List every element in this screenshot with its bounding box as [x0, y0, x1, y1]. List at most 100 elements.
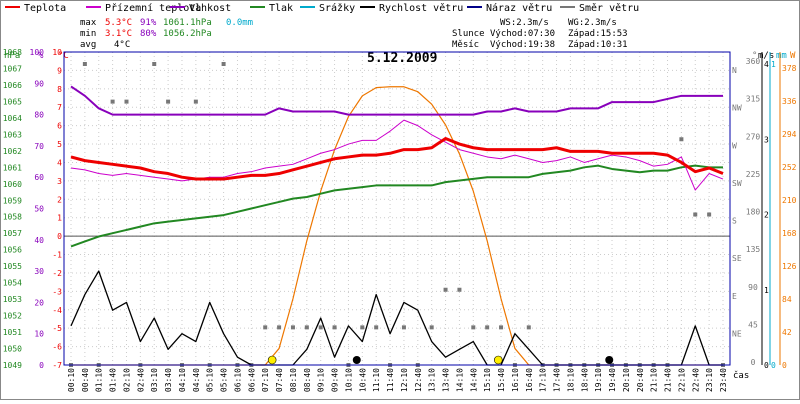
tick-label-w: 210 [782, 196, 797, 205]
tick-label-x: 11:40 [386, 368, 395, 392]
tick-label-dir: 0 [751, 358, 756, 367]
tick-label-x: 09:40 [331, 368, 340, 392]
moon-event-marker [352, 356, 361, 364]
tick-label-hpa: 1053 [3, 295, 22, 304]
tick-label-x: 08:40 [303, 368, 312, 392]
series-point-smer [193, 99, 198, 104]
series-point-smer [485, 325, 490, 330]
tick-label-x: 12:10 [400, 368, 409, 392]
tick-label-c: -7 [52, 361, 62, 370]
stats-min-press: 1056.2hPa [163, 29, 212, 39]
tick-label-pct: 50 [34, 205, 44, 214]
tick-label-dir-letter: NE [732, 329, 742, 338]
series-point-smer [263, 325, 268, 330]
tick-label-x: 00:10 [67, 368, 76, 392]
tick-label-dir: 45 [748, 320, 758, 329]
tick-label-pct: 80 [34, 111, 44, 120]
tick-label-hpa: 1050 [3, 345, 22, 354]
tick-label-w: 0 [782, 361, 787, 370]
tick-label-x: 18:10 [566, 368, 575, 392]
tick-label-mm: 0 [771, 361, 776, 370]
tick-label-mm: 1 [771, 60, 776, 69]
series-point-smer [110, 99, 115, 104]
tick-label-c: -5 [52, 324, 62, 333]
info-moon-rise: Východ:19:38 [490, 40, 555, 50]
tick-label-dir: 90 [748, 283, 758, 292]
tick-label-pct: 100 [30, 48, 45, 57]
chart-title: 5.12.2009 [367, 51, 437, 66]
tick-label-x: 00:40 [81, 368, 90, 392]
tick-label-c: -1 [52, 251, 62, 260]
tick-label-x: 21:10 [650, 368, 659, 392]
stats-max-temp: 5.3°C [105, 18, 132, 28]
stats-block: max 5.3°C 91% 1061.1hPa 0.0mm min 3.1°C … [80, 18, 253, 50]
tick-label-w: 84 [782, 295, 792, 304]
tick-label-w: 126 [782, 262, 797, 271]
axis-title-ms: m/s [758, 51, 774, 61]
tick-label-c: -6 [52, 343, 62, 352]
tick-label-hpa: 1049 [3, 361, 22, 370]
tick-label-w: 42 [782, 328, 792, 337]
tick-label-x: 17:40 [553, 368, 562, 392]
tick-label-pct: 40 [34, 236, 44, 245]
tick-label-x: 11:10 [372, 368, 381, 392]
tick-label-dir: 180 [746, 208, 761, 217]
tick-label-pct: 30 [34, 267, 44, 276]
info-sun-set: Západ:15:53 [568, 29, 628, 39]
info-sun-label: Slunce [452, 29, 485, 39]
axis-title-c: °C [58, 51, 69, 61]
tick-label-x: 14:40 [469, 368, 478, 392]
tick-label-x: 20:40 [636, 368, 645, 392]
tick-label-dir: 225 [746, 170, 761, 179]
info-moon-label: Měsíc [452, 40, 479, 50]
tick-label-ms: 3 [764, 135, 769, 144]
tick-label-c: 1 [57, 214, 62, 223]
info-wg: WG:2.3m/s [568, 18, 617, 28]
tick-label-hpa: 1057 [3, 229, 22, 238]
tick-label-x: 13:40 [442, 368, 451, 392]
info-block: WS:2.3m/s WG:2.3m/s Slunce Východ:07:30 … [452, 18, 628, 50]
tick-label-x: 02:40 [136, 368, 145, 392]
tick-label-x: 09:10 [317, 368, 326, 392]
tick-label-hpa: 1059 [3, 196, 22, 205]
tick-label-x: 01:40 [109, 368, 118, 392]
legend-label-teplota: Teplota [24, 3, 66, 14]
series-line-prizemni [70, 119, 724, 191]
axis-ticks: 1068106710661065106410631062106110601059… [3, 48, 797, 392]
sun-event-marker [493, 355, 503, 365]
tick-label-c: -3 [52, 287, 62, 296]
tick-label-x: 16:40 [525, 368, 534, 392]
tick-label-c: 4 [57, 158, 62, 167]
tick-label-x: 10:40 [358, 368, 367, 392]
tick-label-hpa: 1060 [3, 180, 22, 189]
tick-label-w: 294 [782, 130, 797, 139]
tick-label-c: 3 [57, 177, 62, 186]
legend-label-prizemni: Přízemní teplota [105, 2, 201, 14]
tick-label-dir-letter: SE [732, 254, 742, 263]
axis-title-w: W [790, 51, 796, 61]
legend: Teplota Přízemní teplota Vlhkost Tlak Sr… [5, 2, 639, 14]
tick-label-hpa: 1058 [3, 213, 22, 222]
series-point-smer [360, 325, 365, 330]
axis-title-x: čas [733, 370, 749, 381]
tick-label-x: 21:40 [664, 368, 673, 392]
series-point-smer [82, 62, 87, 66]
tick-label-hpa: 1051 [3, 328, 22, 337]
series-point-smer [374, 325, 379, 330]
series-line-vlhkost [70, 85, 723, 116]
tick-label-c: 7 [57, 103, 62, 112]
stats-max-hum: 91% [140, 18, 157, 28]
tick-label-x: 17:10 [539, 368, 548, 392]
series-point-smer [429, 325, 434, 330]
tick-label-x: 22:40 [691, 368, 700, 392]
legend-label-rychlost: Rychlost větru [379, 2, 463, 14]
tick-label-dir-letter: W [732, 141, 737, 150]
series-point-smer [526, 325, 531, 330]
tick-label-ms: 4 [764, 60, 769, 69]
stats-max-label: max [80, 18, 97, 28]
series-line-tlak [70, 164, 723, 248]
series-point-smer [332, 325, 337, 330]
legend-label-vlhkost: Vlhkost [189, 3, 231, 14]
tick-label-hpa: 1064 [3, 114, 22, 123]
tick-label-x: 06:10 [233, 368, 242, 392]
